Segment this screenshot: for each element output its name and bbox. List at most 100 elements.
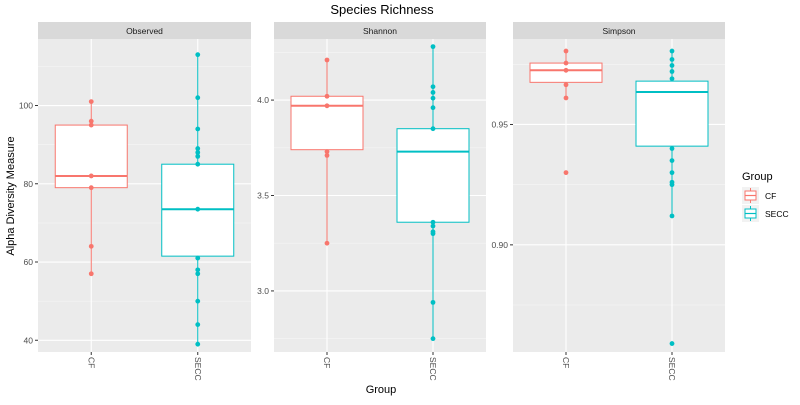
- data-point: [430, 223, 436, 229]
- data-point: [195, 146, 201, 151]
- y-tick-label: 60: [24, 257, 34, 267]
- data-point: [430, 299, 436, 305]
- facet-strip-label: Shannon: [363, 26, 397, 36]
- data-point: [88, 243, 94, 249]
- data-point: [563, 82, 569, 88]
- x-tick-label: SECC: [428, 357, 438, 381]
- data-point: [669, 76, 675, 82]
- data-point: [195, 298, 201, 304]
- data-point: [195, 52, 201, 58]
- x-tick-label: CF: [561, 357, 571, 368]
- data-point: [563, 48, 569, 54]
- y-tick-label: 3.5: [257, 191, 269, 201]
- data-point: [88, 185, 94, 191]
- y-tick-label: 100: [19, 101, 33, 111]
- data-point: [563, 95, 569, 101]
- data-point: [430, 95, 436, 101]
- y-tick-label: 40: [24, 335, 34, 345]
- data-point: [430, 44, 436, 50]
- chart-title: Species Richness: [330, 2, 434, 17]
- y-tick-label: 0.95: [491, 119, 508, 129]
- legend-keys: CF SECC: [742, 187, 789, 222]
- data-point: [324, 149, 330, 155]
- x-tick-label: SECC: [667, 357, 677, 381]
- data-point: [669, 341, 675, 346]
- legend-key-secc: SECC: [742, 205, 789, 222]
- data-point: [669, 182, 675, 188]
- facet-panels: 40 60 80 100 Observed CF SECC 3.0 3.5 4.0 Shannon C…: [19, 22, 725, 381]
- data-point: [430, 336, 436, 342]
- legend-label: SECC: [765, 209, 789, 219]
- data-point: [430, 84, 436, 90]
- data-point: [195, 153, 201, 159]
- boxplot-secc: [396, 44, 470, 342]
- boxplot-cf: [290, 57, 364, 246]
- legend-title: Group: [742, 171, 773, 183]
- boxplot-secc: [161, 52, 235, 347]
- panel-simpson: 0.90 0.95 Simpson CF SECC: [491, 22, 725, 381]
- data-point: [430, 105, 436, 111]
- data-point: [430, 126, 436, 132]
- data-point: [669, 213, 675, 219]
- y-tick-label: 4.0: [257, 95, 269, 105]
- x-tick-label: SECC: [193, 357, 203, 381]
- data-point: [563, 60, 569, 66]
- facet-strip: [274, 22, 486, 39]
- data-point: [195, 126, 201, 132]
- data-point: [669, 57, 675, 62]
- y-axis-title: Alpha Diversity Measure: [5, 136, 17, 255]
- facet-strip: [513, 22, 725, 39]
- data-point: [430, 219, 436, 225]
- data-point: [669, 63, 675, 68]
- data-point: [88, 118, 94, 124]
- facet-strip-label: Simpson: [602, 26, 635, 36]
- data-point: [324, 57, 330, 63]
- facet-strip-label: Observed: [126, 26, 163, 36]
- data-point: [195, 255, 201, 261]
- data-point: [195, 150, 201, 155]
- legend-key-cf: CF: [742, 187, 776, 204]
- boxplot-secc: [635, 48, 709, 346]
- boxplot-cf: [529, 48, 603, 176]
- data-point: [195, 267, 201, 273]
- data-point: [88, 173, 94, 179]
- data-point: [324, 240, 330, 246]
- panel-shannon: 3.0 3.5 4.0 Shannon CF SECC: [257, 22, 486, 381]
- data-point: [563, 67, 569, 73]
- data-point: [88, 99, 94, 104]
- data-point: [563, 170, 569, 176]
- data-point: [195, 95, 201, 101]
- data-point: [324, 103, 330, 109]
- data-point: [430, 90, 436, 95]
- x-tick-label: CF: [86, 357, 96, 368]
- data-point: [195, 161, 201, 167]
- x-axis-title: Group: [366, 384, 397, 396]
- y-tick-label: 80: [24, 179, 34, 189]
- data-point: [88, 271, 94, 277]
- data-point: [669, 170, 675, 176]
- panel-observed: 40 60 80 100 Observed CF SECC: [19, 22, 251, 381]
- data-point: [669, 69, 675, 74]
- data-point: [195, 322, 201, 328]
- facet-strip: [38, 22, 251, 39]
- data-point: [88, 122, 94, 128]
- box-iqr: [635, 80, 709, 147]
- data-point: [324, 93, 330, 99]
- data-point: [669, 158, 675, 163]
- data-point: [669, 48, 675, 54]
- data-point: [669, 146, 675, 151]
- data-point: [195, 206, 201, 212]
- boxplot-cf: [54, 99, 128, 277]
- data-point: [324, 153, 330, 158]
- legend-label: CF: [765, 191, 776, 201]
- box-iqr: [396, 128, 470, 223]
- box-iqr: [529, 62, 603, 83]
- data-point: [195, 341, 201, 347]
- y-tick-label: 3.0: [257, 286, 269, 296]
- data-point: [430, 231, 436, 237]
- data-point: [195, 271, 201, 277]
- x-tick-label: CF: [322, 357, 332, 368]
- legend: Group CF SECC: [742, 171, 789, 222]
